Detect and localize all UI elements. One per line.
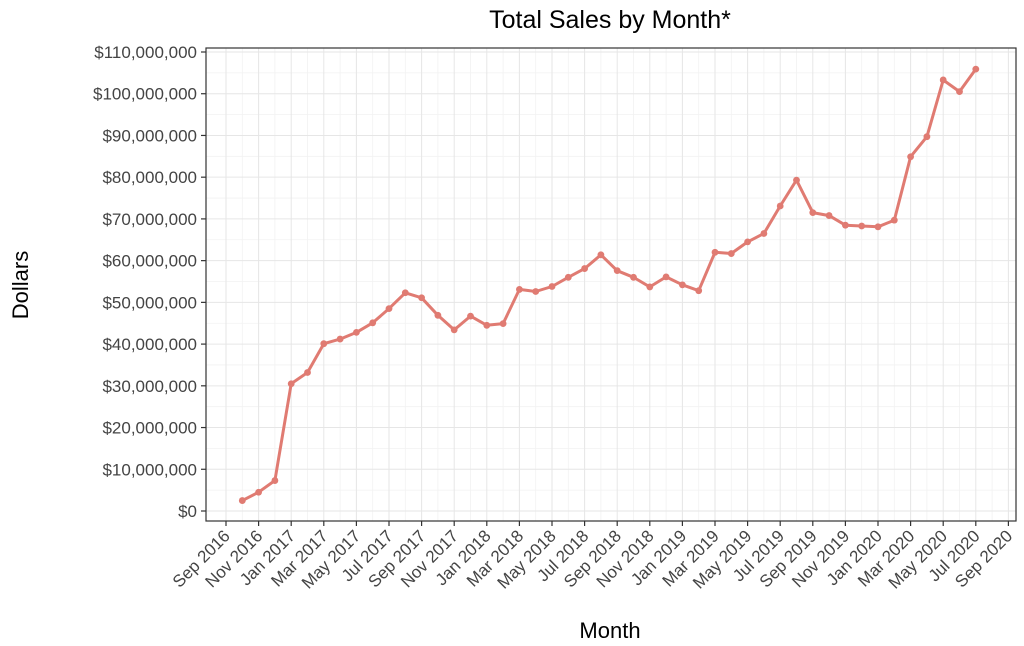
data-point xyxy=(238,497,246,504)
data-point xyxy=(385,305,393,313)
series-line xyxy=(240,67,978,503)
y-tick-label: $100,000,000 xyxy=(93,85,197,104)
data-point xyxy=(304,369,311,376)
y-tick-label: $70,000,000 xyxy=(102,210,197,229)
y-tick-label: $40,000,000 xyxy=(102,335,197,354)
series-points xyxy=(238,65,980,504)
plot-panel xyxy=(205,47,1017,522)
y-tick-label: $90,000,000 xyxy=(102,126,197,145)
data-point xyxy=(842,221,849,229)
y-tick-label: $0 xyxy=(178,502,197,521)
x-axis-title: Month xyxy=(579,618,640,643)
data-point xyxy=(727,250,735,257)
data-point xyxy=(450,326,458,334)
data-point xyxy=(418,294,425,302)
data-point xyxy=(760,230,768,237)
data-point xyxy=(271,477,279,484)
data-point xyxy=(630,273,637,281)
data-point xyxy=(874,223,882,231)
y-tick-label: $110,000,000 xyxy=(94,43,197,62)
grid-minor xyxy=(206,48,1016,521)
data-point xyxy=(353,329,360,336)
data-point xyxy=(695,287,703,295)
y-tick-label: $60,000,000 xyxy=(102,252,197,271)
data-point xyxy=(858,222,866,230)
data-point xyxy=(548,283,556,290)
data-point xyxy=(532,288,540,295)
data-point xyxy=(711,248,719,256)
data-point xyxy=(564,273,572,281)
data-point xyxy=(597,251,605,259)
y-axis: $0 $10,000,000 $20,000,000 $30,000,000 $40,0… xyxy=(93,43,206,521)
data-point xyxy=(369,319,377,327)
data-point xyxy=(793,176,800,184)
y-tick-label: $10,000,000 xyxy=(102,460,197,479)
data-point xyxy=(483,321,491,329)
y-tick-label: $20,000,000 xyxy=(102,419,197,438)
data-point xyxy=(776,202,784,210)
data-point xyxy=(581,265,588,272)
data-point xyxy=(646,283,654,291)
chart-title: Total Sales by Month* xyxy=(489,6,731,34)
data-point xyxy=(825,212,833,219)
data-point xyxy=(939,76,947,84)
grid-major xyxy=(206,48,1016,521)
data-point xyxy=(467,312,474,320)
data-point xyxy=(662,273,670,281)
data-point xyxy=(320,340,328,348)
data-point xyxy=(613,267,621,275)
data-point xyxy=(923,133,931,141)
y-tick-label: $50,000,000 xyxy=(102,293,197,312)
y-tick-label: $30,000,000 xyxy=(102,377,197,396)
data-point xyxy=(499,320,507,328)
data-point xyxy=(336,335,344,343)
data-point xyxy=(679,281,686,289)
y-tick-label: $80,000,000 xyxy=(102,168,197,187)
y-axis-title: Dollars xyxy=(8,251,33,319)
data-point xyxy=(890,216,898,224)
data-point xyxy=(809,209,817,217)
data-point xyxy=(516,286,523,293)
data-point xyxy=(907,153,914,161)
data-point xyxy=(972,65,980,73)
data-point xyxy=(255,488,262,496)
data-point xyxy=(956,88,963,96)
data-point xyxy=(401,289,409,297)
data-point xyxy=(744,238,751,246)
data-point xyxy=(434,311,442,319)
data-point xyxy=(287,380,295,388)
